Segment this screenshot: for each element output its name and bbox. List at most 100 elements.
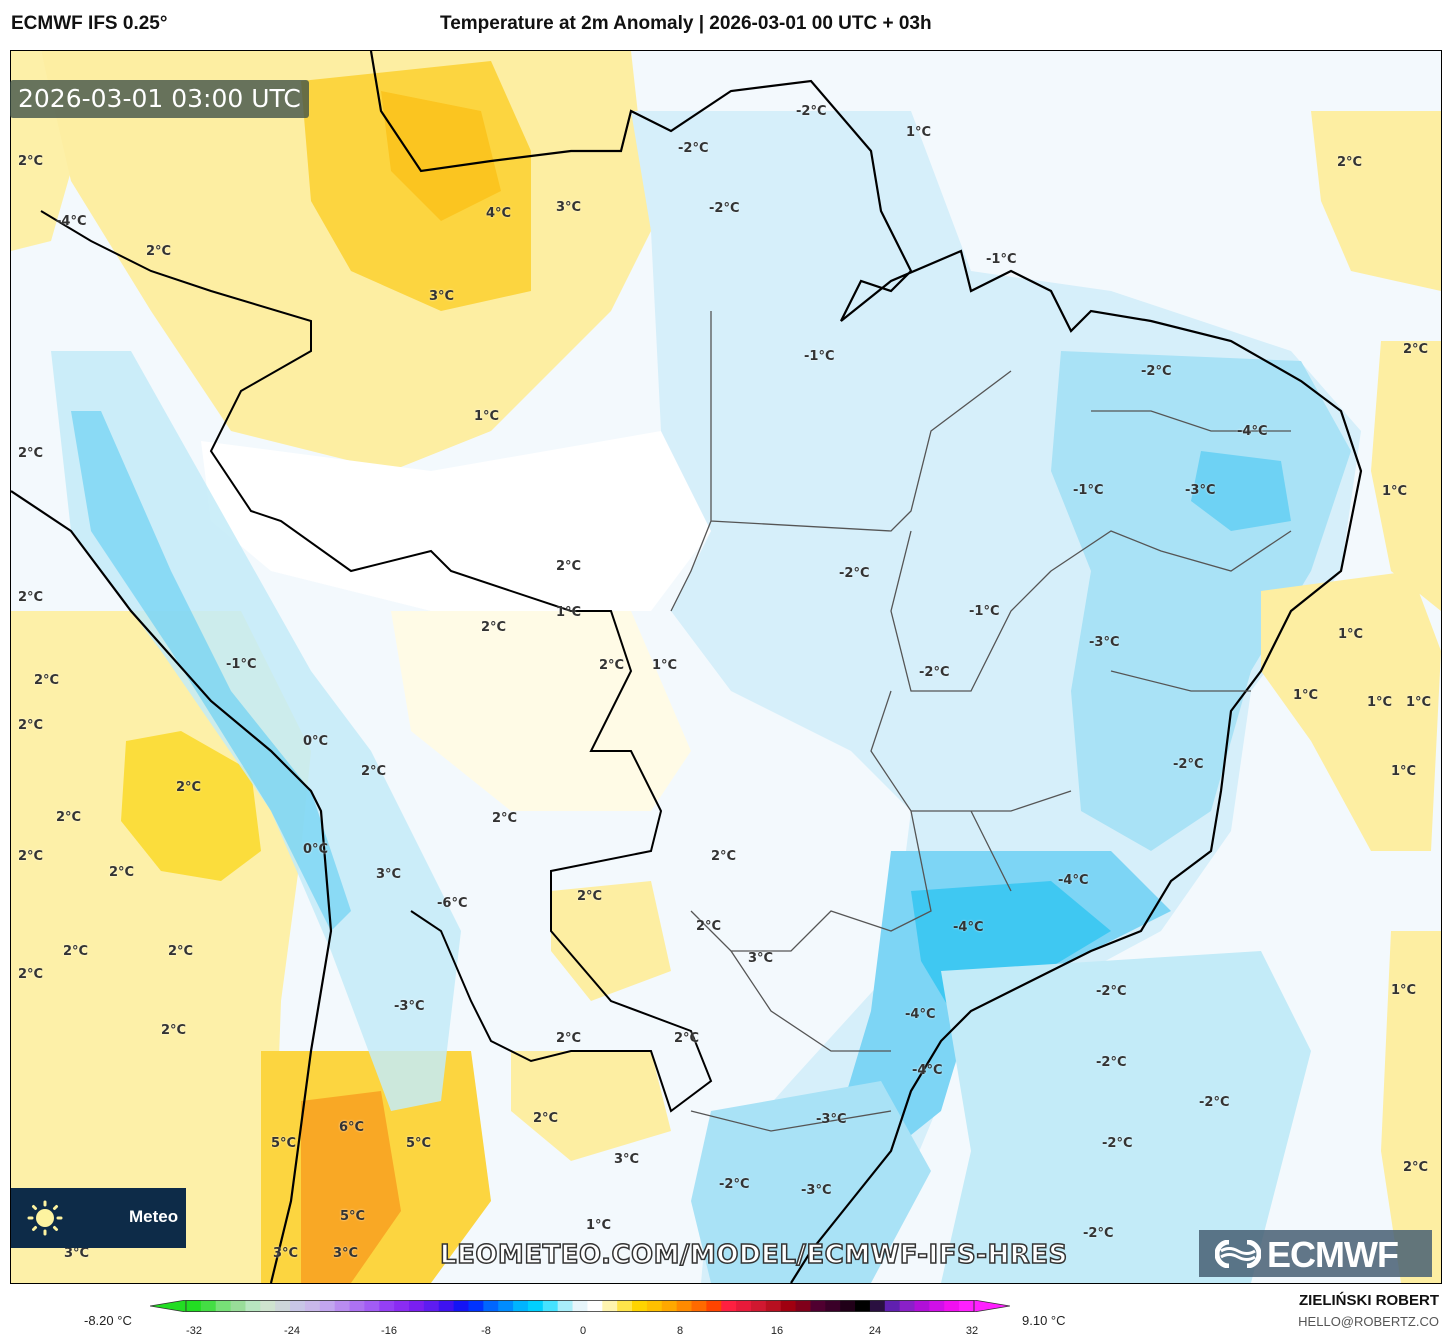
colorbar-tick: 0	[579, 1325, 587, 1337]
ecmwf-waves-icon	[1215, 1240, 1261, 1268]
contour-label: 0°C	[303, 842, 329, 857]
contour-label: 2°C	[146, 244, 172, 259]
contour-label: 2°C	[492, 811, 518, 826]
contour-label: -2°C	[719, 1177, 750, 1192]
contour-label: -3°C	[394, 999, 425, 1014]
ecmwf-logo-text: ECMWF	[1267, 1234, 1399, 1275]
contour-label: 3°C	[273, 1246, 299, 1261]
contour-label: 2°C	[161, 1023, 187, 1038]
colorbar-max-label: 9.10 °C	[1022, 1313, 1066, 1328]
contour-label: 2°C	[1403, 342, 1429, 357]
contour-label: -6°C	[437, 896, 468, 911]
contour-label: 2°C	[1403, 1160, 1429, 1175]
contour-label: 1°C	[1382, 484, 1408, 499]
colorbar-tick: 32	[965, 1325, 979, 1337]
contour-label: 3°C	[376, 867, 402, 882]
contour-label: -2°C	[1102, 1136, 1133, 1151]
contour-label: 3°C	[333, 1246, 359, 1261]
contour-label: 1°C	[586, 1218, 612, 1233]
contour-label: 1°C	[652, 658, 678, 673]
contour-label: 2°C	[1337, 155, 1363, 170]
contour-label: -3°C	[1089, 635, 1120, 650]
colorbar-tick: -16	[381, 1325, 397, 1337]
contour-label: 2°C	[34, 673, 60, 688]
contour-label: -3°C	[801, 1183, 832, 1198]
meteo-badge-label: Meteo	[129, 1207, 179, 1226]
contour-label: -1°C	[969, 604, 1000, 619]
contour-label: 2°C	[176, 780, 202, 795]
contour-label: -3°C	[816, 1112, 847, 1127]
contour-label: 3°C	[429, 289, 455, 304]
valid-time-badge: 2026-03-01 03:00 UTC	[10, 80, 309, 118]
contour-label: 2°C	[109, 865, 135, 880]
contour-label: 3°C	[748, 951, 774, 966]
contour-label: 0°C	[303, 734, 329, 749]
colorbar	[150, 1300, 1010, 1312]
colorbar-tick: -24	[284, 1325, 300, 1337]
contour-label: 2°C	[577, 889, 603, 904]
contour-label: 5°C	[271, 1136, 297, 1151]
contour-label: 2°C	[696, 919, 722, 934]
author-email: HELLO@ROBERTZ.CO	[1298, 1314, 1439, 1329]
contour-label: 2°C	[18, 718, 44, 733]
contour-label: -3°C	[1185, 483, 1216, 498]
contour-label: 2°C	[674, 1031, 700, 1046]
colorbar-min-label: -8.20 °C	[84, 1313, 132, 1328]
contour-label: -2°C	[1199, 1095, 1230, 1110]
contour-label: 1°C	[556, 605, 582, 620]
contour-label: 3°C	[64, 1246, 90, 1261]
contour-label: -4°C	[1237, 424, 1268, 439]
model-name: ECMWF IFS 0.25°	[11, 13, 168, 34]
contour-label: 1°C	[1367, 695, 1393, 710]
contour-label: 2°C	[556, 559, 582, 574]
contour-label: 1°C	[1338, 627, 1364, 642]
contour-label: -2°C	[919, 665, 950, 680]
source-watermark: LEOMETEO.COM/MODEL/ECMWF-IFS-HRES	[439, 1239, 1068, 1271]
contour-label: -1°C	[986, 252, 1017, 267]
ecmwf-logo: ECMWF	[1199, 1230, 1432, 1277]
contour-label: -2°C	[1096, 984, 1127, 999]
contour-label: 5°C	[406, 1136, 432, 1151]
contour-label: -1°C	[804, 349, 835, 364]
author-name: ZIELIŃSKI ROBERT	[1298, 1292, 1439, 1309]
contour-label: 3°C	[614, 1152, 640, 1167]
contour-label: 1°C	[1293, 688, 1319, 703]
map-fields	[11, 51, 1441, 1283]
contour-label: -2°C	[1083, 1226, 1114, 1241]
contour-label: 2°C	[481, 620, 507, 635]
contour-label: -4°C	[1058, 873, 1089, 888]
contour-label: -4°C	[953, 920, 984, 935]
sun-icon	[27, 1200, 63, 1236]
contour-label: 1°C	[1391, 764, 1417, 779]
contour-label: 4°C	[486, 206, 512, 221]
contour-label: -4°C	[905, 1007, 936, 1022]
contour-label: 2°C	[168, 944, 194, 959]
contour-label: -2°C	[796, 104, 827, 119]
contour-label: 5°C	[340, 1209, 366, 1224]
contour-label: 2°C	[63, 944, 89, 959]
contour-label: -2°C	[839, 566, 870, 581]
contour-label: -1°C	[226, 657, 257, 672]
colorbar-tick: 24	[868, 1325, 882, 1337]
contour-label: -4°C	[912, 1063, 943, 1078]
contour-label: 1°C	[906, 125, 932, 140]
anomaly-map[interactable]: 2°C -4°C 2°C 4°C 3°C 3°C 1°C -2°C -2°C -2°C 1°C 2°C…	[10, 50, 1442, 1284]
contour-label: 2°C	[18, 154, 44, 169]
colorbar-tick: 8	[676, 1325, 684, 1337]
contour-label: -2°C	[678, 141, 709, 156]
contour-label: -2°C	[1096, 1055, 1127, 1070]
contour-label: 2°C	[361, 764, 387, 779]
contour-label: 2°C	[711, 849, 737, 864]
meteo-badge[interactable]: Meteo	[11, 1188, 186, 1248]
contour-label: 2°C	[56, 810, 82, 825]
contour-label: 2°C	[556, 1031, 582, 1046]
contour-label: 2°C	[18, 446, 44, 461]
contour-label: -2°C	[709, 201, 740, 216]
colorbar-tick: 16	[770, 1325, 784, 1337]
contour-label: 2°C	[599, 658, 625, 673]
contour-label: 1°C	[474, 409, 500, 424]
colorbar-tick: -32	[186, 1325, 202, 1337]
contour-label: 1°C	[1391, 983, 1417, 998]
contour-label: -2°C	[1141, 364, 1172, 379]
colorbar-tick: -8	[481, 1325, 491, 1337]
